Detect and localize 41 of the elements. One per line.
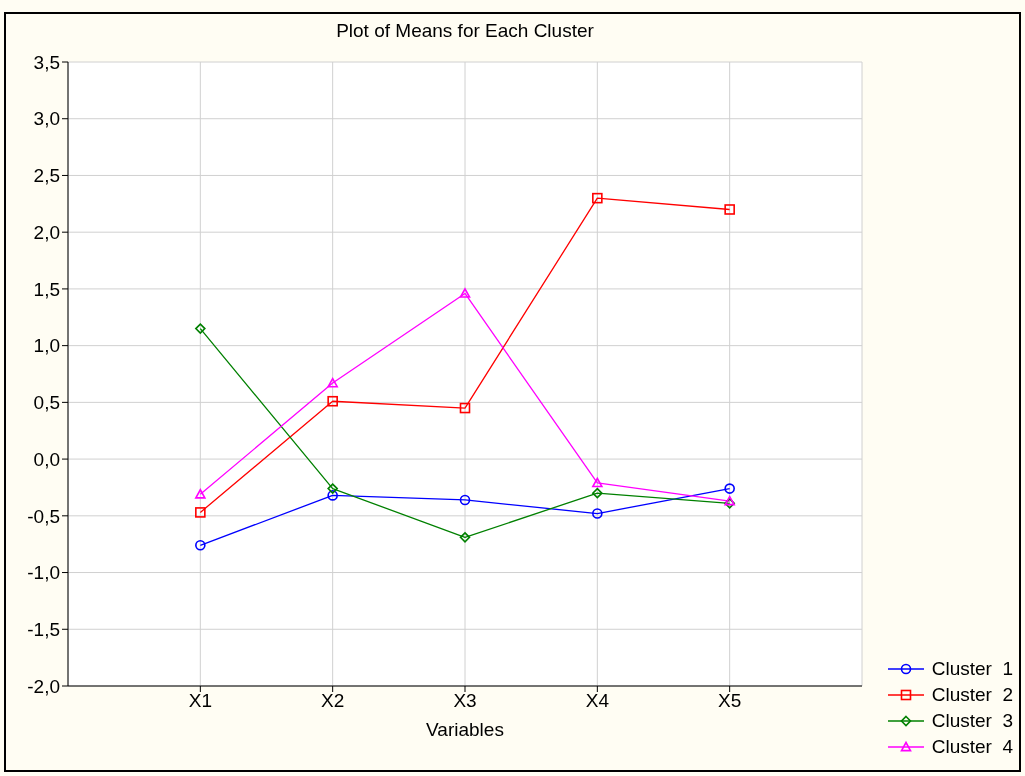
legend-label: Cluster 3 [931,710,1013,732]
y-tick-label: -1,5 [27,619,60,641]
point [592,508,603,519]
point [195,507,206,518]
y-tick-label: -1,0 [27,562,60,584]
x-tick-label: X1 [188,690,212,712]
y-tick-label: -2,0 [27,675,60,697]
x-tick-label: X2 [321,690,345,712]
point [724,204,735,215]
point [592,477,603,488]
y-tick-label: 1,0 [33,335,60,357]
y-tick-label: 1,5 [33,278,60,300]
x-tick-label: X3 [453,690,477,712]
legend-label: Cluster 1 [931,658,1013,680]
x-axis-title: Variables [426,719,504,740]
point [592,487,603,499]
point [327,377,338,388]
y-tick-label: 0,0 [33,448,60,470]
legend-label: Cluster 4 [931,736,1013,758]
point [459,532,471,543]
point [459,494,471,506]
point [195,540,206,551]
point [327,483,338,494]
point [592,192,603,204]
point [327,490,338,501]
legend-label: Cluster 2 [931,684,1013,706]
y-tick-label: 3,5 [33,51,60,73]
point [459,288,471,298]
y-tick-label: 0,5 [33,392,60,414]
y-tick-label: 2,5 [33,165,60,187]
point [327,395,338,407]
y-tick-label: -0,5 [27,505,60,527]
x-tick-label: X5 [718,690,742,712]
point [459,402,471,414]
point [195,488,206,499]
y-tick-label: 3,0 [33,108,60,130]
chart-title: Plot of Means for Each Cluster [335,20,595,42]
y-tick-label: 2,0 [33,221,60,243]
point [195,323,206,334]
point [724,483,735,494]
x-tick-label: X4 [585,690,610,712]
